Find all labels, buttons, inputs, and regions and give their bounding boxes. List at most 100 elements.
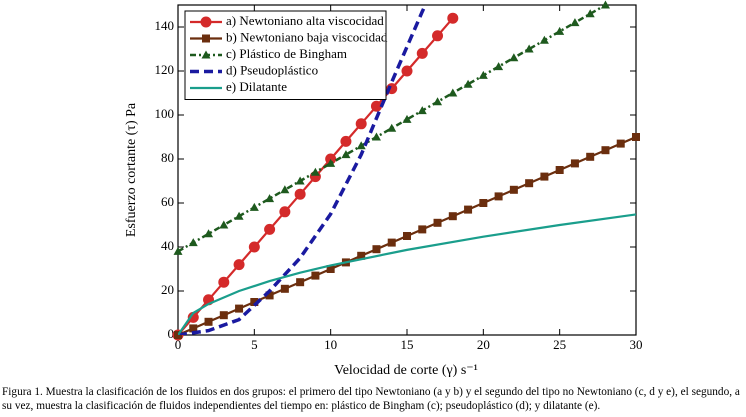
x-tick-label: 10	[324, 337, 337, 352]
data-point	[250, 298, 259, 306]
data-point	[249, 202, 259, 211]
data-point	[296, 278, 305, 287]
legend-marker	[200, 16, 212, 28]
data-point	[464, 205, 473, 214]
data-point	[403, 232, 411, 240]
data-point	[234, 211, 244, 220]
data-point	[187, 311, 199, 323]
data-point	[248, 241, 260, 253]
data-point	[280, 284, 289, 293]
data-point	[586, 152, 595, 161]
x-axis-label: Velocidad de corte (γ) s⁻¹	[334, 363, 478, 378]
data-point	[539, 35, 549, 44]
data-point	[326, 265, 335, 273]
data-point	[294, 188, 306, 200]
data-point	[188, 238, 198, 247]
data-point	[463, 79, 473, 88]
data-point	[235, 304, 244, 313]
legend-label: e) Dilatante	[226, 79, 287, 94]
data-point	[233, 259, 245, 271]
data-point	[432, 30, 444, 42]
series-line	[178, 5, 427, 335]
data-point	[280, 185, 290, 194]
data-point	[387, 123, 397, 132]
data-point	[370, 100, 382, 112]
data-point	[310, 167, 320, 176]
data-point	[264, 223, 276, 235]
data-point	[311, 271, 320, 280]
caption: Figura 1. Muestra la clasificación de lo…	[2, 386, 740, 412]
data-point	[600, 0, 610, 9]
legend-marker	[201, 50, 211, 59]
chart: Esfuerzo cortante (τ) Pa Velocidad de co…	[124, 0, 643, 378]
y-tick-label: 120	[155, 62, 175, 77]
data-point	[204, 229, 214, 238]
data-point	[295, 176, 305, 185]
legend-label: b) Newtoniano baja viscocidad	[226, 29, 388, 44]
data-point	[416, 47, 428, 59]
y-tick-label: 0	[168, 326, 175, 341]
data-point	[173, 246, 183, 255]
data-point	[525, 179, 534, 188]
data-point	[219, 311, 228, 320]
data-point	[355, 118, 367, 130]
y-tick-label: 100	[155, 106, 175, 121]
data-point	[601, 146, 610, 155]
data-point	[632, 133, 640, 141]
data-point	[356, 141, 366, 150]
data-point	[265, 194, 275, 203]
data-point	[494, 192, 503, 201]
data-point	[570, 18, 580, 27]
data-point	[479, 199, 488, 207]
data-point	[494, 62, 504, 71]
x-tick-label: 25	[553, 337, 566, 352]
series-line	[178, 213, 636, 335]
data-point	[555, 26, 565, 35]
data-point	[448, 212, 457, 221]
data-point	[402, 114, 412, 123]
data-point	[447, 12, 459, 24]
data-point	[448, 88, 458, 97]
legend-label: d) Pseudoplástico	[226, 62, 318, 77]
data-point	[326, 158, 336, 167]
data-point	[418, 225, 427, 234]
data-point	[341, 150, 351, 159]
x-tick-label: 20	[477, 337, 490, 352]
y-tick-label: 60	[161, 194, 174, 209]
data-point	[189, 324, 198, 333]
legend-marker	[202, 34, 210, 43]
y-tick-label: 140	[155, 18, 175, 33]
y-tick-label: 80	[161, 150, 174, 165]
data-point	[401, 65, 413, 77]
data-point	[509, 185, 518, 194]
x-tick-label: 5	[251, 337, 258, 352]
x-tick-label: 30	[630, 337, 643, 352]
data-point	[387, 238, 396, 247]
data-point	[478, 70, 488, 79]
x-tick-label: 0	[175, 337, 182, 352]
data-point	[555, 166, 564, 174]
data-point	[265, 291, 274, 300]
data-point	[340, 135, 352, 147]
data-point	[219, 220, 229, 229]
y-axis-label: Esfuerzo cortante (τ) Pa	[124, 102, 139, 237]
data-point	[372, 245, 381, 254]
data-point	[616, 139, 625, 148]
data-point	[371, 132, 381, 141]
data-point	[509, 53, 519, 62]
legend-label: c) Plástico de Bingham	[226, 46, 347, 61]
y-tick-label: 20	[161, 282, 174, 297]
data-point	[204, 317, 213, 326]
data-point	[218, 276, 230, 288]
data-point	[570, 159, 579, 168]
data-point	[433, 97, 443, 106]
x-tick-label: 15	[401, 337, 414, 352]
data-point	[417, 106, 427, 115]
data-point	[357, 251, 366, 260]
data-point	[540, 172, 549, 181]
series-line	[178, 5, 607, 253]
legend-label: a) Newtoniano alta viscocidad	[226, 13, 384, 28]
y-tick-label: 40	[161, 238, 174, 253]
